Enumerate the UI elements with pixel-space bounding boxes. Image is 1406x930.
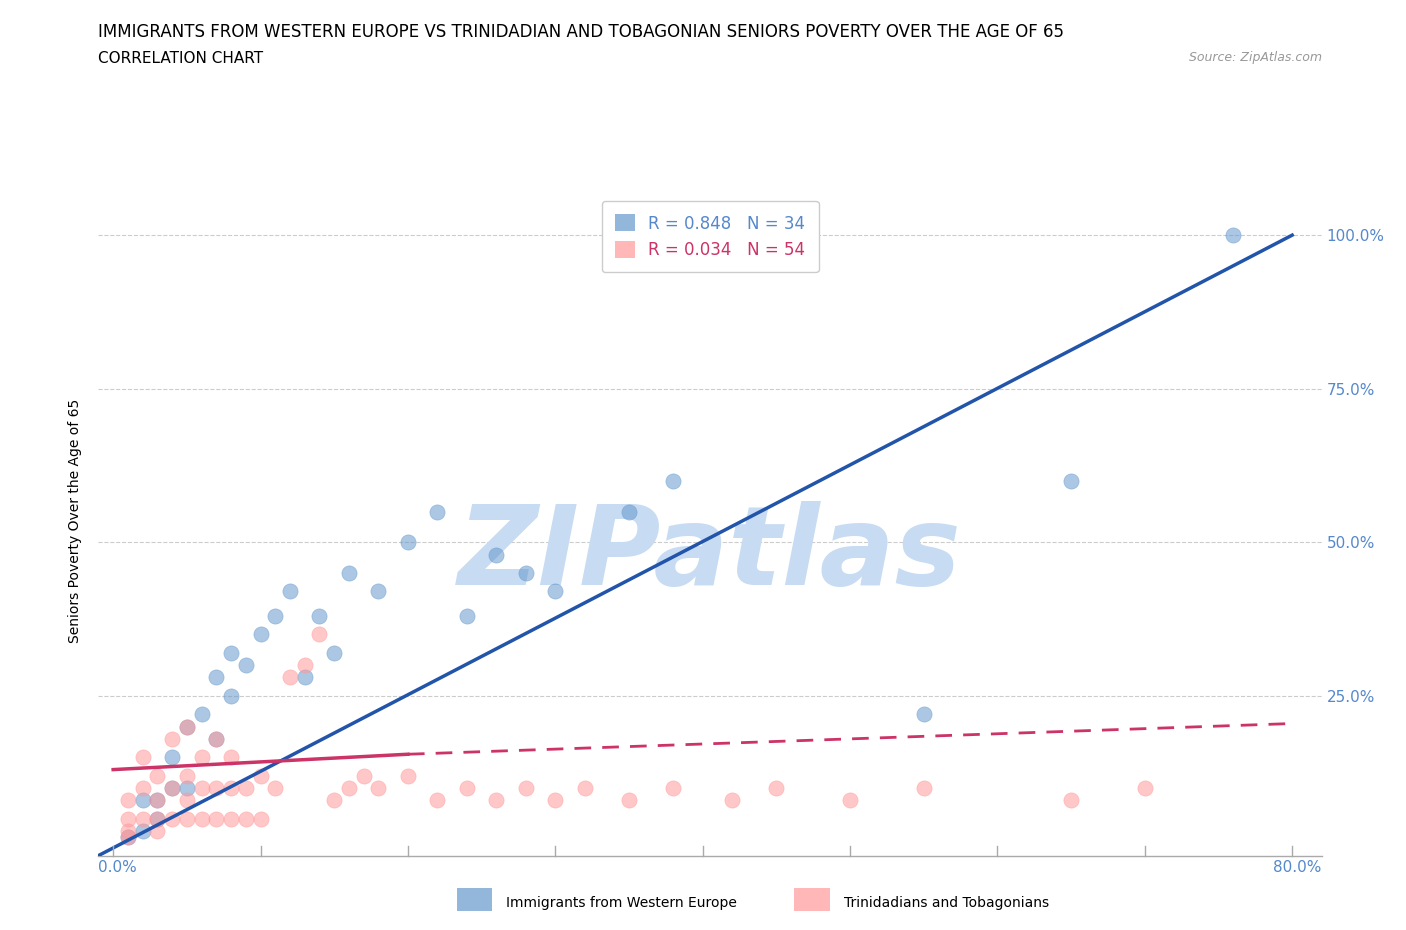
Point: [176, 793, 198, 808]
Point: [205, 670, 228, 684]
Point: [721, 793, 744, 808]
Point: [131, 780, 153, 795]
Point: [294, 670, 316, 684]
Point: [308, 608, 330, 623]
Point: [146, 768, 169, 783]
Point: [515, 565, 537, 580]
Point: [249, 768, 271, 783]
Point: [367, 584, 389, 599]
Text: IMMIGRANTS FROM WESTERN EUROPE VS TRINIDADIAN AND TOBAGONIAN SENIORS POVERTY OVE: IMMIGRANTS FROM WESTERN EUROPE VS TRINID…: [98, 23, 1064, 41]
Text: Trinidadians and Tobagonians: Trinidadians and Tobagonians: [844, 896, 1049, 910]
Point: [1060, 473, 1083, 488]
Point: [160, 780, 183, 795]
Point: [278, 584, 301, 599]
Legend: R = 0.848   N = 34, R = 0.034   N = 54: R = 0.848 N = 34, R = 0.034 N = 54: [602, 201, 818, 272]
Point: [249, 627, 271, 642]
Point: [485, 793, 508, 808]
Point: [662, 473, 685, 488]
Point: [117, 830, 139, 844]
Point: [219, 645, 242, 660]
Point: [396, 535, 419, 550]
Point: [544, 793, 567, 808]
Point: [176, 811, 198, 826]
Point: [190, 811, 212, 826]
Point: [219, 811, 242, 826]
Point: [146, 793, 169, 808]
Text: 80.0%: 80.0%: [1274, 860, 1322, 875]
Point: [337, 565, 360, 580]
Point: [544, 584, 567, 599]
Point: [765, 780, 787, 795]
Point: [160, 750, 183, 764]
Point: [176, 719, 198, 734]
Point: [205, 731, 228, 746]
Point: [337, 780, 360, 795]
Point: [353, 768, 375, 783]
Text: Source: ZipAtlas.com: Source: ZipAtlas.com: [1188, 51, 1322, 64]
Point: [160, 811, 183, 826]
Point: [205, 811, 228, 826]
Point: [485, 547, 508, 562]
Point: [1133, 780, 1156, 795]
Point: [235, 780, 257, 795]
Text: 0.0%: 0.0%: [98, 860, 138, 875]
Text: CORRELATION CHART: CORRELATION CHART: [98, 51, 263, 66]
Point: [839, 793, 862, 808]
Point: [190, 750, 212, 764]
Point: [190, 707, 212, 722]
Point: [249, 811, 271, 826]
Point: [235, 811, 257, 826]
Point: [617, 793, 640, 808]
Point: [176, 719, 198, 734]
Point: [219, 750, 242, 764]
Point: [131, 811, 153, 826]
Point: [308, 627, 330, 642]
Point: [146, 793, 169, 808]
Point: [456, 608, 478, 623]
Point: [662, 780, 685, 795]
Point: [264, 608, 287, 623]
Point: [396, 768, 419, 783]
Point: [146, 824, 169, 839]
Point: [190, 780, 212, 795]
Point: [146, 811, 169, 826]
Point: [117, 830, 139, 844]
Point: [574, 780, 596, 795]
Point: [160, 731, 183, 746]
Point: [426, 504, 449, 519]
Point: [219, 780, 242, 795]
Text: ZIPatlas: ZIPatlas: [458, 500, 962, 608]
Point: [264, 780, 287, 795]
Point: [131, 824, 153, 839]
Point: [117, 811, 139, 826]
Point: [278, 670, 301, 684]
Point: [617, 504, 640, 519]
Point: [205, 780, 228, 795]
Point: [1222, 228, 1244, 243]
Y-axis label: Seniors Poverty Over the Age of 65: Seniors Poverty Over the Age of 65: [69, 399, 83, 643]
Point: [912, 780, 935, 795]
Point: [160, 780, 183, 795]
Point: [456, 780, 478, 795]
Point: [117, 793, 139, 808]
Point: [515, 780, 537, 795]
Point: [176, 768, 198, 783]
Point: [323, 793, 346, 808]
Point: [323, 645, 346, 660]
Point: [912, 707, 935, 722]
Point: [367, 780, 389, 795]
Point: [131, 750, 153, 764]
Point: [235, 658, 257, 672]
Point: [1060, 793, 1083, 808]
Point: [176, 780, 198, 795]
Point: [294, 658, 316, 672]
Text: Immigrants from Western Europe: Immigrants from Western Europe: [506, 896, 737, 910]
Point: [205, 731, 228, 746]
Point: [426, 793, 449, 808]
Point: [131, 793, 153, 808]
Point: [117, 824, 139, 839]
Point: [146, 811, 169, 826]
Point: [219, 688, 242, 703]
